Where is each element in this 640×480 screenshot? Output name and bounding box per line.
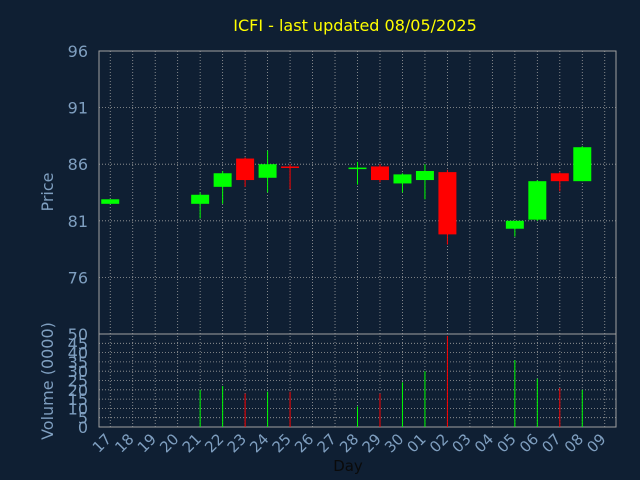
candle-body bbox=[415, 170, 434, 181]
x-axis-label: Day bbox=[333, 457, 363, 475]
volume-tick-label: 30 bbox=[68, 362, 88, 381]
price-tick-label: 86 bbox=[68, 155, 88, 174]
candle-body bbox=[281, 166, 300, 168]
candle-body bbox=[550, 173, 569, 182]
price-tick-label: 76 bbox=[68, 268, 88, 287]
volume-axis-label: Volume (0000) bbox=[38, 322, 57, 440]
price-tick-label: 96 bbox=[68, 42, 88, 61]
price-tick-label: 91 bbox=[68, 99, 88, 118]
candle-body bbox=[191, 194, 210, 204]
candle-body bbox=[573, 147, 592, 182]
candle-body bbox=[258, 164, 277, 178]
volume-tick-label: 40 bbox=[68, 344, 88, 363]
candle-body bbox=[393, 174, 412, 184]
candle-body bbox=[370, 166, 389, 181]
volume-tick-label: 35 bbox=[68, 353, 88, 372]
volume-tick-label: 5 bbox=[78, 409, 88, 428]
candle-body bbox=[528, 181, 547, 220]
volume-tick-label: 0 bbox=[78, 418, 88, 437]
candle-body bbox=[505, 220, 524, 229]
volume-tick-label: 25 bbox=[68, 372, 88, 391]
volume-tick-label: 15 bbox=[68, 390, 88, 409]
candle-body bbox=[236, 158, 255, 181]
price-tick-label: 81 bbox=[68, 212, 88, 231]
volume-tick-label: 20 bbox=[68, 381, 88, 400]
volume-tick-label: 10 bbox=[68, 399, 88, 418]
candles bbox=[101, 146, 592, 245]
candle-body bbox=[348, 167, 367, 170]
volume-bars bbox=[199, 335, 583, 427]
candle-body bbox=[438, 172, 457, 235]
chart-title: ICFI - last updated 08/05/2025 bbox=[233, 16, 477, 35]
candle-body bbox=[213, 173, 232, 187]
volume-tick-label: 45 bbox=[68, 334, 88, 353]
price-axis-label: Price bbox=[38, 172, 57, 211]
candle-body bbox=[101, 199, 120, 204]
volume-tick-label: 50 bbox=[68, 325, 88, 344]
